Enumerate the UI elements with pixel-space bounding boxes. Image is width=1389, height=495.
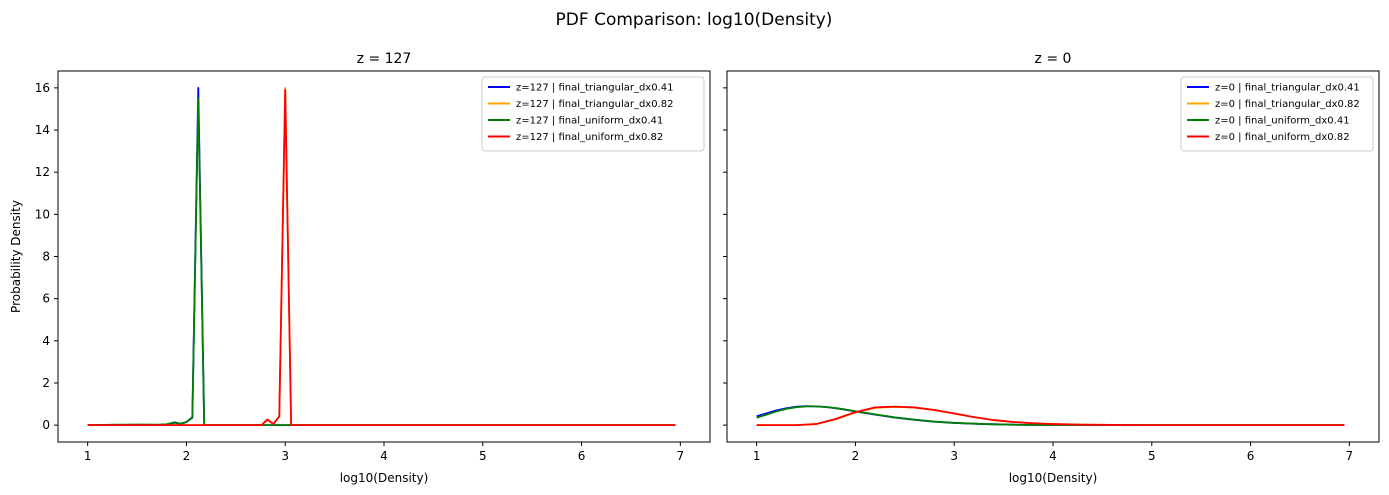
legend-box <box>1180 76 1374 152</box>
plot-frame <box>726 70 1380 443</box>
x-tick-label: 2 <box>852 449 860 463</box>
y-tick-label: 10 <box>35 207 50 221</box>
y-tick-label: 12 <box>35 165 50 179</box>
x-tick-label: 7 <box>1346 449 1354 463</box>
x-tick-label: 6 <box>578 449 586 463</box>
x-tick-label: 4 <box>380 449 388 463</box>
series-line-3 <box>87 89 676 427</box>
legend-label: z=0 | final_uniform_dx0.41 <box>1215 116 1350 127</box>
y-tick-label: 16 <box>35 81 50 95</box>
series-line-3 <box>756 405 1345 427</box>
x-axis-label: log10(Density) <box>1009 471 1098 485</box>
legend-label: z=0 | final_uniform_dx0.82 <box>1215 132 1350 143</box>
series-line-2 <box>756 405 1345 427</box>
x-tick-label: 2 <box>183 449 191 463</box>
panel-title: z = 127 <box>357 51 412 67</box>
x-tick-label: 7 <box>677 449 685 463</box>
series-group <box>756 405 1345 427</box>
y-tick-label: 0 <box>42 418 50 432</box>
legend-label: z=127 | final_uniform_dx0.82 <box>516 132 663 143</box>
legend-label: z=127 | final_uniform_dx0.41 <box>516 116 663 127</box>
y-tick-label: 8 <box>42 250 50 264</box>
plot-frame <box>57 70 711 443</box>
y-tick-label: 2 <box>42 376 50 390</box>
x-tick-label: 3 <box>281 449 289 463</box>
x-tick-label: 4 <box>1049 449 1057 463</box>
figure-suptitle: PDF Comparison: log10(Density) <box>556 10 833 30</box>
y-tick-label: 6 <box>42 292 50 306</box>
x-tick-label: 3 <box>950 449 958 463</box>
y-tick-label: 14 <box>35 123 50 137</box>
legend-label: z=127 | final_triangular_dx0.82 <box>516 99 674 110</box>
x-tick-label: 5 <box>479 449 487 463</box>
legend: z=127 | final_triangular_dx0.41 z=127 | f… <box>481 76 705 152</box>
panel-1: z = 0 1 2 3 4 5 6 7 log10(Density) z=0 | final_tr… <box>723 51 1380 485</box>
x-tick-label: 1 <box>753 449 761 463</box>
x-tick-label: 1 <box>84 449 92 463</box>
legend-label: z=0 | final_triangular_dx0.82 <box>1215 99 1360 110</box>
y-tick-label: 4 <box>42 334 50 348</box>
y-axis-label: Probability Density <box>9 200 23 313</box>
legend-label: z=127 | final_triangular_dx0.41 <box>516 83 674 94</box>
legend: z=0 | final_triangular_dx0.41 z=0 | final… <box>1180 76 1374 152</box>
x-axis-label: log10(Density) <box>340 471 429 485</box>
legend-box <box>481 76 705 152</box>
x-tick-label: 5 <box>1148 449 1156 463</box>
legend-label: z=0 | final_triangular_dx0.41 <box>1215 83 1360 94</box>
x-tick-label: 6 <box>1247 449 1255 463</box>
panel-title: z = 0 <box>1035 51 1072 67</box>
series-group <box>87 86 676 427</box>
